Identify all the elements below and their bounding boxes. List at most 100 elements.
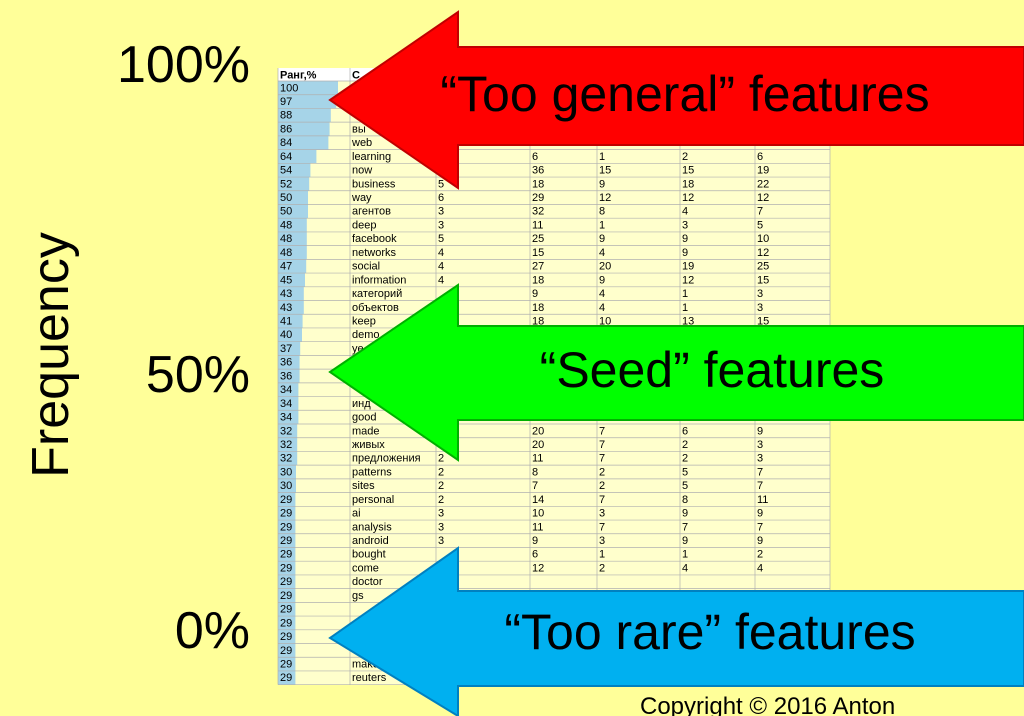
arrow-label: “Seed” features [540,342,885,398]
cell: 6 [532,151,538,163]
cell: 7 [599,494,605,506]
cell: 45 [280,274,292,286]
cell: живых [352,439,385,451]
rank-bar [278,94,337,109]
cell: 2 [599,480,605,492]
cell: 19 [682,261,694,273]
cell: 3 [757,453,763,465]
cell: 9 [682,233,688,245]
cell: 9 [532,288,538,300]
cell: 29 [280,494,292,506]
cell: 18 [532,316,544,328]
cell: 1 [682,288,688,300]
cell: 3 [438,521,444,533]
rank-bar [278,588,296,603]
cell: 7 [599,425,605,437]
cell: 32 [280,425,292,437]
rank-bar [278,629,296,644]
cell: 4 [599,302,605,314]
cell: 3 [757,439,763,451]
cell: 12 [757,192,769,204]
cell: 1 [682,549,688,561]
rank-bar [278,670,296,685]
cell: 4 [682,562,688,574]
cell: 4 [599,247,605,259]
cell: 10 [532,508,544,520]
cell: 11 [757,494,768,506]
rank-bar [278,424,298,438]
arrow-green [328,283,1024,462]
cell: 2 [599,466,605,478]
cell: 18 [532,274,544,286]
cell: категорий [352,288,402,300]
cell: 20 [532,439,544,451]
rank-bar [278,616,296,630]
cell: инд [352,398,371,410]
cell: 1 [599,151,605,163]
rank-bar [278,108,331,123]
cell: 43 [280,302,292,314]
arrow-label: “Too rare” features [504,604,915,660]
cell: 2 [438,480,444,492]
cell: 9 [532,535,538,547]
cell: 7 [682,521,688,533]
cell: 18 [532,302,544,314]
rank-bar [278,341,301,356]
cell: good [352,412,376,424]
cell: 29 [280,604,292,616]
cell: 3 [599,508,605,520]
cell: 3 [599,535,605,547]
rank-bar [278,245,307,260]
rank-bar [278,177,310,191]
cell: 41 [280,316,292,328]
cell: 25 [532,233,544,245]
cell: 9 [682,247,688,259]
cell: 34 [280,398,292,410]
cell: 3 [757,302,763,314]
cell: 29 [280,645,292,657]
rank-bar [278,327,302,342]
rank-bar [278,314,303,328]
cell: 6 [757,151,763,163]
cell: 27 [532,261,544,273]
cell: 15 [757,274,769,286]
cell: 15 [599,165,611,177]
cell: 9 [757,535,763,547]
arrow-label: “Too general” features [440,66,929,122]
cell: sites [352,480,375,492]
rank-bar [278,204,308,219]
cell: агентов [352,206,391,218]
cell: 5 [682,466,688,478]
cell: information [352,274,406,286]
cell: 2 [757,549,763,561]
cell: 36 [280,370,292,382]
cell: 48 [280,247,292,259]
cell: 32 [532,206,544,218]
cell: social [352,261,380,273]
cell: 36 [532,165,544,177]
cell: 48 [280,233,292,245]
cell: bought [352,549,386,561]
cell: 7 [757,480,763,492]
rank-bar [278,218,307,232]
cell: 32 [280,439,292,451]
cell: 20 [599,261,611,273]
cell: 10 [757,233,769,245]
cell: 7 [599,521,605,533]
cell: 37 [280,343,292,355]
cell: предложения [352,453,421,465]
cell: 47 [280,261,292,273]
cell: 4 [438,274,444,286]
arrow-red [328,10,1024,190]
cell: 1 [682,302,688,314]
cell: 4 [682,206,688,218]
axis-mark: 0% [175,602,250,660]
cell: 3 [438,508,444,520]
cell: 5 [438,178,444,190]
cell: 11 [532,219,543,231]
footer: Copyright © 2016 Anton [640,693,895,716]
cell: 12 [532,562,544,574]
cell: 40 [280,329,292,341]
